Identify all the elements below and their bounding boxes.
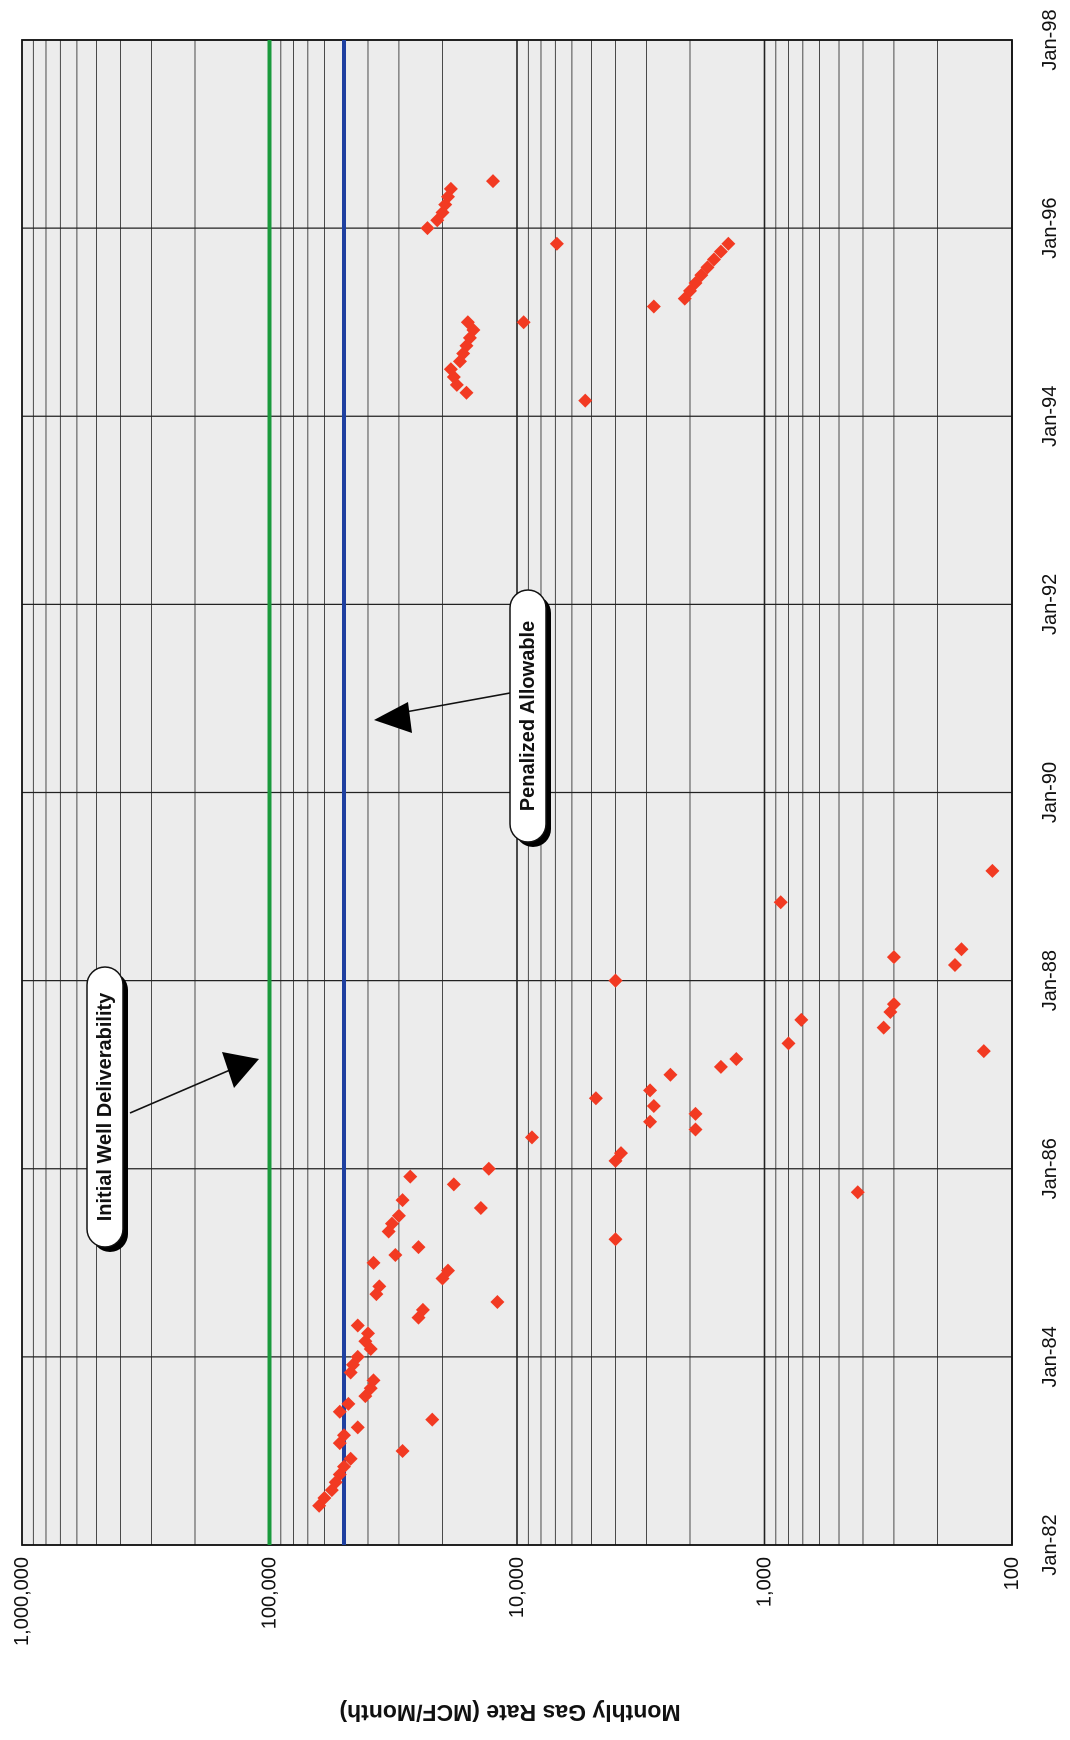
data-point: [459, 385, 474, 400]
data-point: [643, 1083, 658, 1098]
data-point: [688, 1122, 703, 1137]
data-point: [688, 1106, 703, 1121]
data-point: [643, 1114, 658, 1129]
data-point: [524, 1130, 539, 1145]
data-point: [516, 315, 531, 330]
data-point: [713, 244, 728, 259]
data-point: [420, 221, 435, 236]
data-point: [337, 1428, 352, 1443]
callout-penalized-box: [509, 589, 547, 843]
data-point: [850, 1185, 865, 1200]
data-point: [443, 181, 458, 196]
data-point: [773, 895, 788, 910]
data-point: [781, 1036, 796, 1051]
data-point: [486, 174, 501, 189]
data-point: [473, 1200, 488, 1215]
x-tick-label: Jan-98: [1039, 9, 1061, 70]
data-points: [312, 174, 1000, 1513]
data-point: [954, 942, 969, 957]
data-point: [721, 236, 736, 251]
data-point: [441, 1263, 456, 1278]
y-tick-label: 100: [1001, 1557, 1023, 1590]
data-point: [729, 1052, 744, 1067]
data-point: [372, 1279, 387, 1294]
data-point: [366, 1373, 381, 1388]
data-point: [395, 1443, 410, 1458]
callout-initial-arrow-line: [129, 1066, 238, 1114]
data-point: [360, 1326, 375, 1341]
y-tick-label: 1,000: [754, 1557, 776, 1607]
callout-initial-text: Initial Well Deliverability: [94, 992, 116, 1221]
data-point: [886, 997, 901, 1012]
data-point: [411, 1240, 426, 1255]
data-point: [443, 362, 458, 377]
data-point: [794, 1012, 809, 1027]
x-tick-label: Jan-92: [1039, 574, 1061, 635]
data-point: [588, 1091, 603, 1106]
callout-penalized-text: Penalized Allowable: [517, 621, 539, 811]
data-point: [578, 393, 593, 408]
data-point: [403, 1169, 418, 1184]
y-tick-label: 10,000: [506, 1557, 528, 1618]
data-point: [332, 1404, 347, 1419]
data-point: [317, 1490, 332, 1505]
data-point: [395, 1193, 410, 1208]
data-point: [415, 1302, 430, 1317]
data-point: [350, 1318, 365, 1333]
callout-initial-well-deliverability: Initial Well Deliverability: [86, 966, 259, 1252]
x-tick-label: Jan-84: [1039, 1326, 1061, 1387]
x-tick-label: Jan-94: [1039, 386, 1061, 447]
data-point: [608, 973, 623, 988]
data-point: [337, 1459, 352, 1474]
data-point: [460, 315, 475, 330]
data-point: [446, 1177, 461, 1192]
data-point: [947, 957, 962, 972]
data-point: [341, 1396, 356, 1411]
data-point: [384, 1216, 399, 1231]
data-point: [388, 1247, 403, 1262]
x-tick-label: Jan-96: [1039, 198, 1061, 259]
data-point: [614, 1146, 629, 1161]
y-axis-title: Monthly Gas Rate (MCF/Month): [339, 1700, 680, 1726]
x-tick-label: Jan-82: [1039, 1514, 1061, 1575]
plot-frame: [21, 39, 1013, 1546]
data-point: [549, 236, 564, 251]
callout-initial-arrow-head: [222, 1052, 259, 1088]
data-point: [713, 1059, 728, 1074]
data-point: [350, 1349, 365, 1364]
data-point: [663, 1067, 678, 1082]
data-point: [490, 1295, 505, 1310]
data-point: [876, 1020, 891, 1035]
data-point: [481, 1161, 496, 1176]
data-point: [976, 1044, 991, 1059]
y-tick-label: 100,000: [259, 1557, 281, 1629]
data-point: [366, 1255, 381, 1270]
data-point: [886, 950, 901, 965]
data-point: [706, 252, 721, 267]
data-point: [646, 299, 661, 314]
data-point: [350, 1420, 365, 1435]
data-point: [343, 1451, 358, 1466]
data-point: [608, 1232, 623, 1247]
callout-penalized-arrow-head: [374, 702, 412, 733]
data-point: [646, 1099, 661, 1114]
x-tick-label: Jan-90: [1039, 762, 1061, 823]
data-point: [700, 260, 715, 275]
callout-penalized-arrow-line: [399, 692, 511, 714]
data-point: [391, 1208, 406, 1223]
tick-labels: 100 1,000 10,000 100,000 1,000,000 Jan-82 Jan-…: [11, 9, 1061, 1646]
x-tick-label: Jan-86: [1039, 1138, 1061, 1199]
y-tick-label: 1,000,000: [11, 1557, 33, 1646]
callout-penalized-allowable: Penalized Allowable: [374, 589, 551, 847]
data-point: [425, 1412, 440, 1427]
x-tick-label: Jan-88: [1039, 950, 1061, 1011]
callout-initial-box: [86, 966, 124, 1248]
data-point: [985, 863, 1000, 878]
reference-lines: [267, 40, 347, 1545]
